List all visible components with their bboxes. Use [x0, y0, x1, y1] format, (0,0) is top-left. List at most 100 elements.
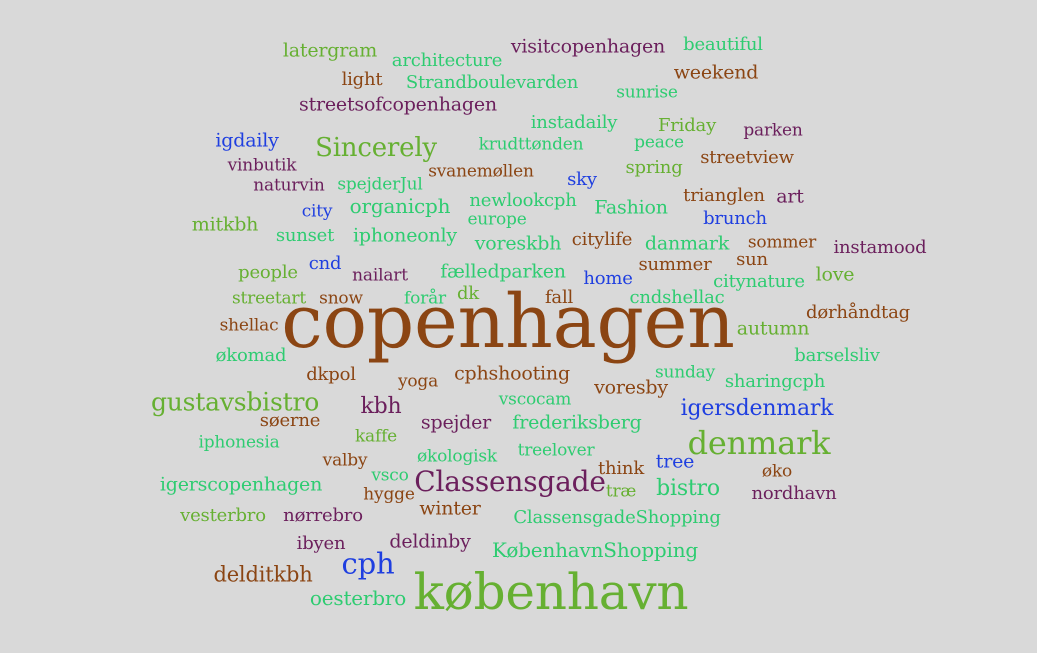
- word-kobenhavn: københavn: [413, 563, 689, 621]
- word-autumn: autumn: [736, 317, 810, 340]
- word-naturvin: naturvin: [253, 175, 325, 196]
- word-friday: Friday: [657, 115, 717, 136]
- word-voreskbh: voreskbh: [474, 232, 562, 255]
- word-latergram: latergram: [282, 39, 378, 62]
- word-instamood: instamood: [833, 237, 927, 258]
- word-trae: træ: [605, 481, 637, 502]
- word-okologisk: økologisk: [417, 446, 497, 467]
- word-cnd: cnd: [308, 253, 342, 274]
- word-copenhagen: copenhagen: [281, 279, 735, 365]
- word-fashion: Fashion: [594, 196, 668, 219]
- word-shellac: shellac: [219, 315, 279, 336]
- word-igdaily: igdaily: [215, 129, 279, 152]
- word-dorhandtag: dørhåndtag: [806, 302, 910, 323]
- word-streetsofcopenhagen: streetsofcopenhagen: [299, 93, 497, 116]
- word-newlookcph: newlookcph: [469, 190, 577, 211]
- word-beautiful: beautiful: [683, 34, 763, 55]
- word-faelledparken: fælledparken: [440, 260, 566, 283]
- word-sky: sky: [567, 169, 597, 190]
- word-gustavsbistro: gustavsbistro: [150, 387, 320, 417]
- word-fall: fall: [544, 287, 574, 308]
- word-kobenhavnshopping: KøbenhavnShopping: [491, 538, 699, 562]
- word-iphoneonly: iphoneonly: [353, 224, 457, 247]
- word-frederiksberg: frederiksberg: [512, 411, 642, 434]
- word-valby: valby: [322, 450, 368, 471]
- word-treelover: treelover: [517, 440, 595, 461]
- word-spejder: spejder: [420, 411, 492, 434]
- word-citynature: citynature: [713, 271, 805, 292]
- word-brunch: brunch: [703, 208, 767, 229]
- word-oko: øko: [761, 461, 793, 482]
- word-norrebro: nørrebro: [283, 505, 363, 526]
- word-forar: forår: [404, 288, 446, 309]
- word-okomad: økomad: [215, 345, 287, 366]
- word-vesterbro: vesterbro: [180, 505, 266, 526]
- word-instadaily: instadaily: [530, 112, 618, 133]
- word-nailart: nailart: [352, 265, 408, 286]
- word-svanemollen: svanemøllen: [428, 161, 534, 182]
- word-sunrise: sunrise: [616, 82, 678, 103]
- word-cph: cph: [341, 546, 395, 581]
- word-summer: summer: [638, 254, 712, 275]
- word-organicph: organicph: [349, 194, 451, 218]
- word-sunday: sunday: [654, 362, 716, 383]
- word-classensgade: Classensgade: [414, 465, 606, 498]
- word-dk: dk: [456, 283, 480, 304]
- word-yoga: yoga: [397, 371, 439, 392]
- word-streetview: streetview: [700, 147, 794, 168]
- word-sun: sun: [736, 249, 768, 270]
- word-peace: peace: [634, 132, 684, 153]
- word-vscocam: vscocam: [498, 389, 572, 410]
- word-europe: europe: [467, 209, 527, 230]
- word-iphonesia: iphonesia: [198, 432, 280, 453]
- word-strandboulevarden: Strandboulevarden: [405, 72, 579, 93]
- word-citylife: citylife: [571, 229, 633, 250]
- word-soerne: søerne: [259, 410, 321, 431]
- word-visitcopenhagen: visitcopenhagen: [510, 35, 666, 58]
- word-sommer: sommer: [747, 232, 817, 253]
- word-love: love: [815, 263, 855, 286]
- word-kaffe: kaffe: [354, 426, 398, 447]
- word-art: art: [776, 185, 804, 208]
- word-architecture: architecture: [391, 50, 503, 71]
- word-parken: parken: [743, 120, 803, 141]
- word-denmark: denmark: [687, 424, 831, 462]
- word-hygge: hygge: [363, 484, 415, 505]
- word-think: think: [597, 458, 645, 479]
- word-delditkbh: delditkbh: [213, 562, 313, 587]
- word-spring: spring: [625, 157, 683, 178]
- word-danmark: danmark: [644, 232, 730, 255]
- word-barselsliv: barselsliv: [794, 345, 880, 366]
- word-sunset: sunset: [275, 225, 335, 246]
- word-bistro: bistro: [656, 476, 720, 501]
- word-igerscopenhagen: igerscopenhagen: [159, 473, 323, 496]
- word-tree: tree: [655, 450, 695, 473]
- word-people: people: [238, 262, 298, 283]
- word-vsco: vsco: [371, 465, 409, 486]
- word-city: city: [301, 201, 333, 222]
- word-ibyen: ibyen: [296, 533, 346, 554]
- word-krudttonden: krudttønden: [478, 134, 584, 155]
- word-cphshooting: cphshooting: [454, 362, 570, 385]
- word-sincerely: Sincerely: [315, 133, 437, 163]
- word-spejderjul: spejderJul: [337, 174, 423, 195]
- word-light: light: [341, 69, 383, 90]
- word-weekend: weekend: [673, 61, 759, 84]
- word-vinbutik: vinbutik: [227, 155, 297, 176]
- word-deldinby: deldinby: [389, 530, 471, 553]
- word-cndshellac: cndshellac: [629, 287, 725, 308]
- word-voresby: voresby: [594, 376, 668, 399]
- word-dkpol: dkpol: [306, 364, 356, 385]
- word-oesterbro: oesterbro: [309, 586, 407, 610]
- word-mitkbh: mitkbh: [191, 213, 259, 236]
- word-sharingcph: sharingcph: [724, 371, 826, 392]
- word-home: home: [583, 268, 633, 289]
- word-igersdenmark: igersdenmark: [680, 396, 834, 421]
- word-kbh: kbh: [360, 394, 402, 419]
- word-snow: snow: [319, 288, 363, 309]
- word-classensgadeshopping: ClassensgadeShopping: [513, 507, 721, 528]
- word-nordhavn: nordhavn: [751, 483, 837, 504]
- word-trianglen: trianglen: [683, 185, 765, 206]
- word-winter: winter: [419, 497, 481, 520]
